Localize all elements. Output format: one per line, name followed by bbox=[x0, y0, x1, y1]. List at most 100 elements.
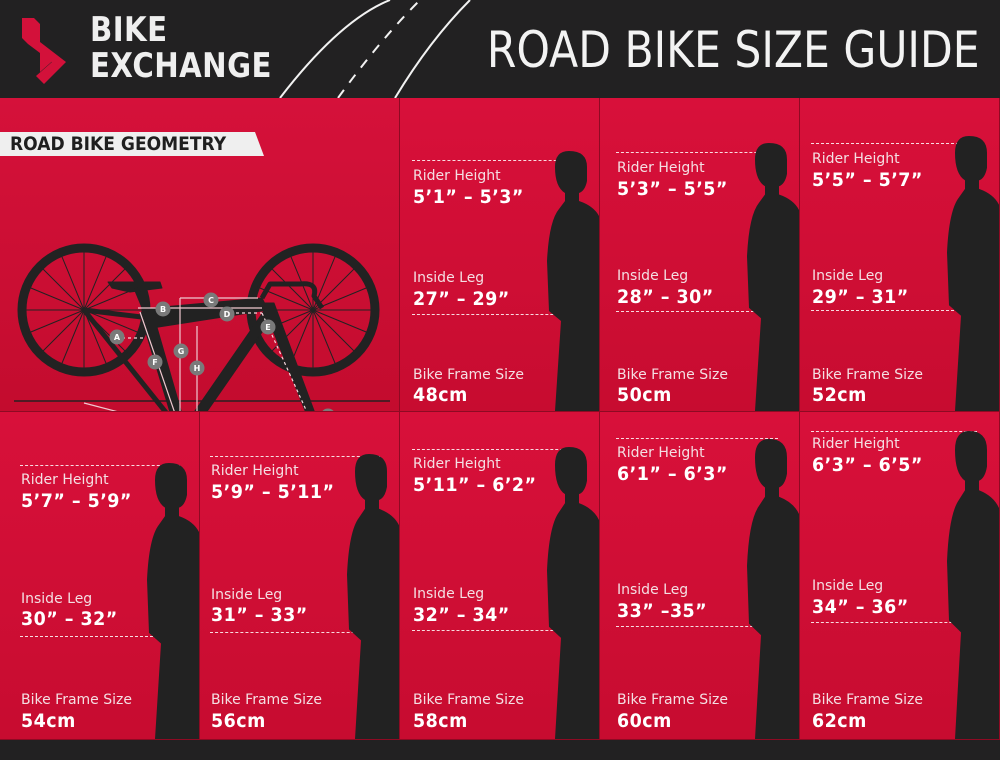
height-divider bbox=[412, 449, 578, 450]
height-divider bbox=[20, 465, 180, 466]
size-card-52cm: Rider Height 5’5” – 5’7” Inside Leg 29” … bbox=[800, 98, 1000, 412]
frame-size-value: 62cm bbox=[812, 710, 867, 732]
geometry-heading: ROAD BIKE GEOMETRY bbox=[10, 133, 227, 155]
footer-strip bbox=[0, 740, 1000, 760]
rider-silhouette-icon bbox=[947, 136, 999, 411]
leg-divider bbox=[616, 626, 778, 627]
size-card-54cm: Rider Height 5’7” – 5’9” Inside Leg 30” … bbox=[0, 412, 200, 740]
rider-silhouette-icon bbox=[547, 151, 599, 411]
inside-leg-value: 31” – 33” bbox=[211, 604, 308, 626]
brand-line-1: BIKE bbox=[90, 10, 168, 50]
size-card-62cm: Rider Height 6’3” – 6’5” Inside Leg 34” … bbox=[800, 412, 1000, 740]
height-divider bbox=[616, 438, 778, 439]
svg-text:C: C bbox=[208, 296, 214, 305]
svg-text:D: D bbox=[224, 310, 231, 319]
inside-leg-label: Inside Leg bbox=[413, 270, 485, 286]
road-lines-decoration bbox=[279, 0, 471, 98]
leg-divider bbox=[412, 314, 578, 315]
rider-height-value: 6’3” – 6’5” bbox=[812, 454, 923, 476]
svg-text:E: E bbox=[265, 323, 270, 332]
bikeexchange-logo-icon bbox=[22, 18, 66, 84]
frame-size-value: 58cm bbox=[413, 710, 468, 732]
rider-height-value: 5’11” – 6’2” bbox=[413, 474, 537, 496]
leg-divider bbox=[210, 632, 380, 633]
inside-leg-label: Inside Leg bbox=[617, 268, 689, 284]
rider-silhouette-icon bbox=[547, 447, 599, 739]
inside-leg-label: Inside Leg bbox=[812, 578, 884, 594]
rider-height-label: Rider Height bbox=[211, 463, 299, 479]
frame-size-value: 50cm bbox=[617, 384, 672, 406]
rider-silhouette-icon bbox=[747, 143, 799, 411]
size-card-48cm: Rider Height 5’1” – 5’3” Inside Leg 27” … bbox=[400, 98, 600, 412]
rider-height-value: 5’5” – 5’7” bbox=[812, 169, 923, 191]
leg-divider bbox=[616, 311, 784, 312]
leg-divider bbox=[20, 636, 178, 637]
inside-leg-label: Inside Leg bbox=[211, 587, 283, 603]
rider-height-label: Rider Height bbox=[413, 456, 501, 472]
size-card-60cm: Rider Height 6’1” – 6’3” Inside Leg 33” … bbox=[600, 412, 800, 740]
inside-leg-value: 27” – 29” bbox=[413, 288, 510, 310]
rider-height-label: Rider Height bbox=[21, 472, 109, 488]
rider-height-value: 5’3” – 5’5” bbox=[617, 178, 728, 200]
inside-leg-value: 32” – 34” bbox=[413, 604, 510, 626]
rider-silhouette-icon bbox=[947, 431, 999, 739]
frame-size-value: 60cm bbox=[617, 710, 672, 732]
frame-size-value: 52cm bbox=[812, 384, 867, 406]
frame-size-label: Bike Frame Size bbox=[812, 692, 923, 708]
frame-size-value: 54cm bbox=[21, 710, 76, 732]
rider-silhouette-icon bbox=[347, 454, 399, 739]
height-divider bbox=[616, 152, 782, 153]
brand-name: BIKE EXCHANGE bbox=[90, 12, 272, 84]
rider-silhouette-icon bbox=[747, 439, 799, 739]
size-card-58cm: Rider Height 5’11” – 6’2” Inside Leg 32”… bbox=[400, 412, 600, 740]
rider-silhouette-icon bbox=[147, 463, 199, 739]
svg-text:B: B bbox=[160, 305, 166, 314]
inside-leg-value: 29” – 31” bbox=[812, 286, 909, 308]
brand-line-2: EXCHANGE bbox=[90, 46, 272, 86]
svg-text:H: H bbox=[194, 364, 201, 373]
rider-height-value: 5’1” – 5’3” bbox=[413, 186, 524, 208]
rider-height-label: Rider Height bbox=[413, 168, 501, 184]
height-divider bbox=[811, 143, 979, 144]
inside-leg-label: Inside Leg bbox=[413, 586, 485, 602]
size-grid: ROAD BIKE GEOMETRY bbox=[0, 98, 1000, 740]
leg-divider bbox=[412, 630, 578, 631]
height-divider bbox=[811, 431, 977, 432]
svg-text:G: G bbox=[178, 347, 185, 356]
rider-height-label: Rider Height bbox=[812, 151, 900, 167]
leg-divider bbox=[811, 310, 979, 311]
frame-size-label: Bike Frame Size bbox=[413, 367, 524, 383]
inside-leg-value: 28” – 30” bbox=[617, 286, 714, 308]
leg-divider bbox=[811, 622, 977, 623]
frame-size-label: Bike Frame Size bbox=[617, 692, 728, 708]
rider-height-value: 6’1” – 6’3” bbox=[617, 463, 728, 485]
inside-leg-label: Inside Leg bbox=[812, 268, 884, 284]
inside-leg-value: 30” – 32” bbox=[21, 608, 118, 630]
inside-leg-value: 33” –35” bbox=[617, 600, 708, 622]
size-card-56cm: Rider Height 5’9” – 5’11” Inside Leg 31”… bbox=[200, 412, 400, 740]
rider-height-label: Rider Height bbox=[812, 436, 900, 452]
inside-leg-value: 34” – 36” bbox=[812, 596, 909, 618]
frame-size-label: Bike Frame Size bbox=[211, 692, 322, 708]
svg-text:A: A bbox=[114, 333, 121, 342]
page-title: ROAD BIKE SIZE GUIDE bbox=[487, 21, 980, 79]
frame-size-label: Bike Frame Size bbox=[413, 692, 524, 708]
frame-size-label: Bike Frame Size bbox=[21, 692, 132, 708]
rider-height-label: Rider Height bbox=[617, 445, 705, 461]
header: BIKE EXCHANGE ROAD BIKE SIZE GUIDE bbox=[0, 0, 1000, 98]
frame-size-label: Bike Frame Size bbox=[812, 367, 923, 383]
size-card-50cm: Rider Height 5’3” – 5’5” Inside Leg 28” … bbox=[600, 98, 800, 412]
height-divider bbox=[412, 160, 582, 161]
geometry-card: ROAD BIKE GEOMETRY bbox=[0, 98, 400, 412]
inside-leg-label: Inside Leg bbox=[21, 591, 93, 607]
frame-size-value: 56cm bbox=[211, 710, 266, 732]
rider-height-value: 5’9” – 5’11” bbox=[211, 481, 335, 503]
rider-height-value: 5’7” – 5’9” bbox=[21, 490, 132, 512]
frame-size-label: Bike Frame Size bbox=[617, 367, 728, 383]
bike-geometry-diagram-icon: A B C D E F G H I J K L M bbox=[14, 243, 390, 411]
svg-text:F: F bbox=[152, 358, 157, 367]
height-divider bbox=[210, 456, 380, 457]
inside-leg-label: Inside Leg bbox=[617, 582, 689, 598]
frame-size-value: 48cm bbox=[413, 384, 468, 406]
rider-height-label: Rider Height bbox=[617, 160, 705, 176]
